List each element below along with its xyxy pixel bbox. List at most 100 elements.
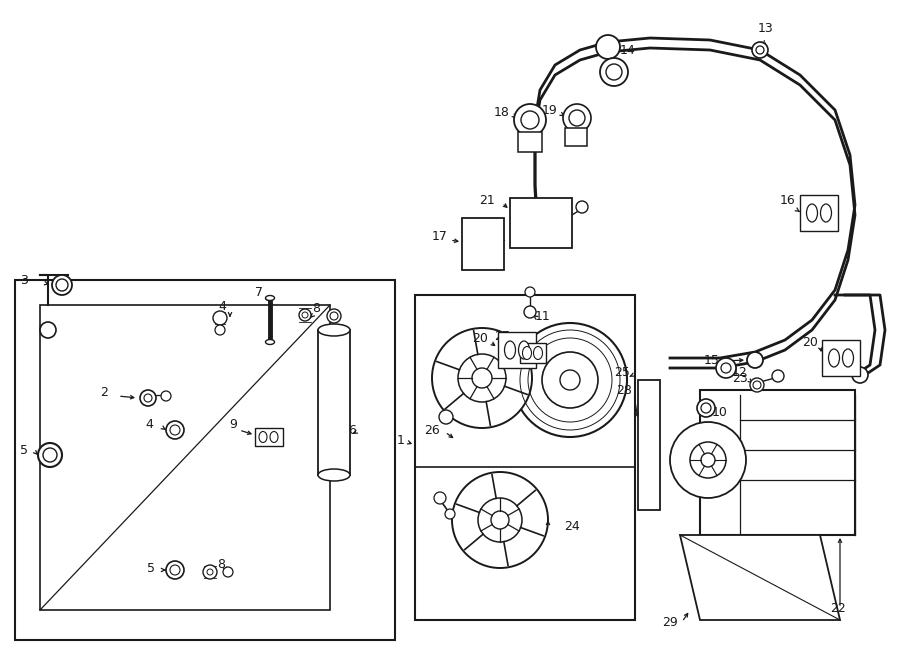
Circle shape (569, 110, 585, 126)
Circle shape (563, 104, 591, 132)
Text: 27: 27 (494, 330, 510, 344)
Ellipse shape (259, 432, 267, 442)
Circle shape (302, 312, 308, 318)
Circle shape (330, 312, 338, 320)
Circle shape (542, 352, 598, 408)
Bar (565, 128, 587, 146)
Circle shape (701, 453, 715, 467)
Circle shape (524, 306, 536, 318)
Bar (700, 390, 855, 535)
Circle shape (600, 58, 628, 86)
Text: 17: 17 (432, 231, 448, 243)
Text: 15: 15 (704, 354, 720, 366)
Circle shape (491, 511, 509, 529)
Text: 4: 4 (145, 418, 153, 432)
Ellipse shape (318, 469, 350, 481)
Circle shape (439, 410, 453, 424)
Circle shape (772, 370, 784, 382)
Circle shape (52, 275, 72, 295)
Circle shape (852, 367, 868, 383)
Circle shape (434, 492, 446, 504)
Circle shape (701, 403, 711, 413)
Bar (415, 295, 635, 620)
Circle shape (170, 565, 180, 575)
Circle shape (690, 442, 726, 478)
Circle shape (753, 381, 761, 389)
Text: 1: 1 (397, 434, 405, 446)
Text: 3: 3 (20, 274, 28, 286)
Circle shape (445, 509, 455, 519)
Text: 8: 8 (217, 559, 225, 572)
Text: 16: 16 (779, 194, 795, 206)
Text: 20: 20 (802, 336, 818, 348)
Ellipse shape (318, 324, 350, 336)
Text: 23: 23 (733, 371, 748, 385)
Ellipse shape (505, 341, 516, 359)
Circle shape (161, 391, 171, 401)
Circle shape (215, 325, 225, 335)
Ellipse shape (534, 346, 543, 360)
Text: 13: 13 (758, 22, 774, 34)
Ellipse shape (806, 204, 817, 222)
Bar (638, 380, 660, 510)
Text: 14: 14 (620, 44, 635, 56)
Circle shape (521, 111, 539, 129)
Ellipse shape (821, 204, 832, 222)
Text: 18: 18 (494, 106, 510, 118)
Circle shape (478, 498, 522, 542)
Circle shape (140, 390, 156, 406)
Circle shape (560, 370, 580, 390)
Bar (822, 340, 860, 376)
Circle shape (596, 35, 620, 59)
Ellipse shape (518, 341, 529, 359)
Text: 21: 21 (479, 194, 495, 206)
Text: 22: 22 (830, 602, 846, 615)
Circle shape (525, 287, 535, 297)
Bar (520, 343, 546, 363)
Bar (15, 280, 395, 640)
Polygon shape (680, 535, 840, 620)
Ellipse shape (842, 349, 853, 367)
Bar (510, 198, 572, 248)
Text: 12: 12 (732, 366, 748, 379)
Circle shape (203, 565, 217, 579)
Circle shape (38, 443, 62, 467)
Bar (318, 330, 350, 475)
Text: 26: 26 (424, 424, 440, 436)
Bar (800, 195, 838, 231)
Circle shape (747, 352, 763, 368)
Circle shape (207, 569, 213, 575)
Circle shape (756, 46, 764, 54)
Ellipse shape (523, 346, 532, 360)
Circle shape (452, 472, 548, 568)
Circle shape (721, 363, 731, 373)
Ellipse shape (266, 295, 274, 301)
Text: 10: 10 (712, 405, 728, 418)
Circle shape (752, 42, 768, 58)
Text: 9: 9 (230, 418, 237, 432)
Circle shape (576, 201, 588, 213)
Circle shape (514, 104, 546, 136)
Circle shape (750, 378, 764, 392)
Circle shape (606, 64, 622, 80)
Circle shape (458, 354, 506, 402)
Text: 5: 5 (20, 444, 28, 457)
Text: 19: 19 (541, 104, 557, 116)
Bar (462, 218, 504, 270)
Ellipse shape (266, 340, 274, 344)
Text: 24: 24 (564, 520, 580, 533)
Circle shape (327, 309, 341, 323)
Circle shape (144, 394, 152, 402)
Circle shape (213, 311, 227, 325)
Circle shape (670, 422, 746, 498)
Circle shape (472, 368, 492, 388)
Text: 20: 20 (472, 332, 488, 344)
Bar (518, 132, 542, 152)
Bar (40, 305, 330, 610)
Text: 6: 6 (348, 424, 356, 436)
Circle shape (43, 448, 57, 462)
Circle shape (223, 567, 233, 577)
Text: 25: 25 (614, 366, 630, 379)
Ellipse shape (270, 432, 278, 442)
Circle shape (513, 323, 627, 437)
